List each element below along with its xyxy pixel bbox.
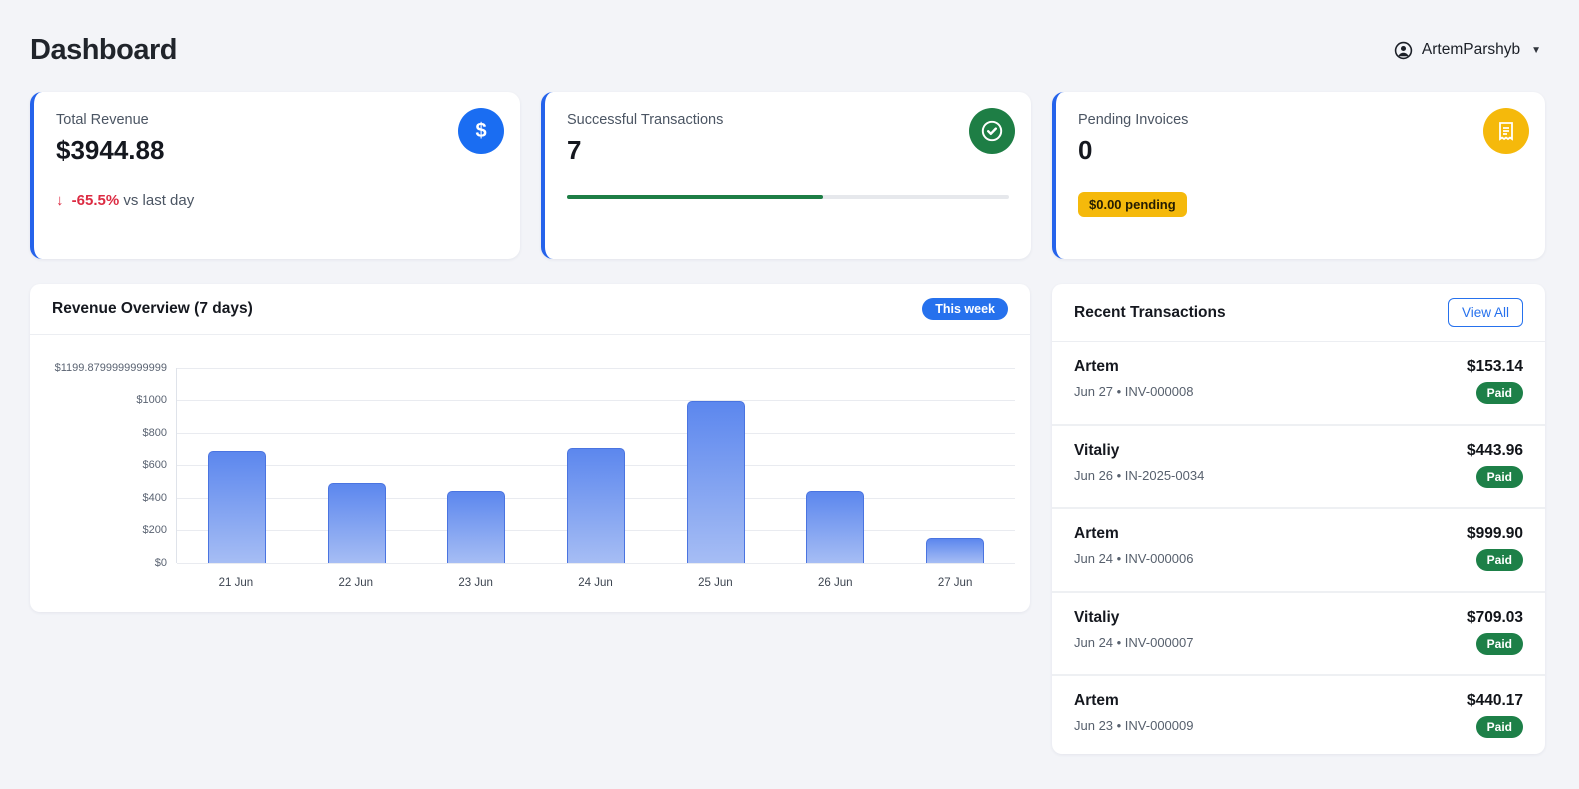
transaction-meta: Jun 27 • INV-000008 [1074, 384, 1194, 399]
total-revenue-card: Total Revenue $3944.88 ↓ -65.5% vs last … [30, 92, 520, 259]
successful-transactions-card: Successful Transactions 7 [541, 92, 1031, 259]
page-title: Dashboard [30, 33, 177, 66]
transaction-row[interactable]: Vitaliy Jun 24 • INV-000007 $709.03 Paid [1052, 593, 1545, 676]
y-axis-tick-label: $800 [142, 426, 167, 439]
chart-plot [176, 368, 1015, 564]
transaction-row[interactable]: Artem Jun 23 • INV-000009 $440.17 Paid [1052, 676, 1545, 760]
stats-row: Total Revenue $3944.88 ↓ -65.5% vs last … [30, 92, 1545, 259]
transactions-panel-header: Recent Transactions View All [1052, 284, 1545, 342]
transaction-name: Vitaliy [1074, 441, 1120, 459]
y-axis-tick-label: $1199.8799999999999 [54, 362, 167, 374]
transaction-row[interactable]: Vitaliy Jun 26 • IN-2025-0034 $443.96 Pa… [1052, 426, 1545, 509]
bar-slot [416, 368, 536, 563]
main-row: Revenue Overview (7 days) This week $0 $2… [30, 284, 1545, 754]
transaction-amount: $440.17 [1466, 692, 1523, 709]
pending-invoices-card: Pending Invoices 0 $0.00 pending [1052, 92, 1545, 259]
bar-slot [656, 368, 776, 563]
y-axis-tick-label: $0 [154, 557, 167, 569]
bar-slot [895, 368, 1015, 563]
bar-21-jun [207, 450, 266, 563]
bar-23-jun [447, 491, 506, 563]
status-badge: Paid [1475, 632, 1523, 655]
bar-slot [297, 368, 417, 563]
dashboard-page: Dashboard ArtemParshyb ▼ Total Revenue $… [30, 28, 1545, 754]
stat-label: Total Revenue [56, 112, 149, 128]
down-arrow-icon: ↓ [56, 192, 64, 209]
y-axis-tick-label: $400 [142, 491, 167, 504]
bar-26-jun [806, 490, 865, 563]
transaction-name: Artem [1074, 358, 1119, 375]
transaction-amount: $999.90 [1466, 525, 1523, 542]
transactions-title: Recent Transactions [1074, 303, 1226, 321]
change-percent: -65.5% [71, 192, 120, 209]
transaction-meta: Jun 23 • INV-000009 [1074, 718, 1194, 733]
transaction-amount: $443.96 [1466, 441, 1523, 459]
y-axis-tick-label: $200 [142, 524, 167, 537]
transaction-name: Artem [1074, 692, 1119, 709]
gridline [177, 368, 1015, 369]
x-axis-tick-label: 25 Jun [698, 577, 733, 589]
dollar-icon: $ [458, 108, 504, 154]
transaction-meta: Jun 24 • INV-000007 [1074, 634, 1194, 650]
status-badge: Paid [1475, 549, 1523, 571]
pending-count-value: 0 [1078, 135, 1093, 165]
total-revenue-value: $3944.88 [56, 135, 165, 165]
x-axis-tick-label: 26 Jun [817, 577, 853, 589]
user-avatar-icon [1394, 41, 1413, 60]
user-menu[interactable]: ArtemParshyb ▼ [1390, 35, 1545, 66]
recent-transactions-panel: Recent Transactions View All Artem Jun 2… [1052, 284, 1545, 754]
user-name: ArtemParshyb [1421, 41, 1521, 58]
status-badge: Paid [1475, 716, 1523, 738]
transaction-meta: Jun 24 • INV-000006 [1074, 551, 1194, 566]
bar-22-jun [327, 483, 386, 563]
progress-fill [567, 195, 824, 199]
bar-25-jun [686, 400, 745, 563]
chart-panel-header: Revenue Overview (7 days) This week [30, 284, 1030, 335]
x-axis-tick-label: 27 Jun [937, 577, 973, 589]
transaction-amount: $153.14 [1466, 358, 1523, 375]
status-badge: Paid [1475, 382, 1523, 404]
transaction-amount: $709.03 [1466, 608, 1523, 626]
stat-label: Successful Transactions [567, 112, 724, 128]
chevron-down-icon: ▼ [1531, 44, 1541, 56]
transactions-progress-bar [567, 195, 1009, 199]
x-axis-tick-label: 23 Jun [458, 577, 493, 589]
bar-chart: $0 $200 $400 $600 $800 $1000 $1199.87999999999… [30, 335, 1030, 589]
revenue-change: ↓ -65.5% vs last day [56, 192, 498, 209]
gridline [177, 432, 1015, 434]
revenue-overview-panel: Revenue Overview (7 days) This week $0 $2… [30, 284, 1030, 612]
transaction-meta: Jun 26 • IN-2025-0034 [1074, 467, 1205, 483]
pending-amount-badge: $0.00 pending [1078, 192, 1187, 217]
view-all-button[interactable]: View All [1447, 298, 1523, 327]
stat-label: Pending Invoices [1078, 112, 1189, 128]
transaction-row[interactable]: Artem Jun 27 • INV-000008 $153.14 Paid [1052, 342, 1545, 426]
x-axis-tick-label: 22 Jun [338, 577, 374, 589]
check-circle-icon [969, 108, 1015, 154]
x-axis: 21 Jun 22 Jun 23 Jun 24 Jun 25 Jun 26 Jun 27 J… [176, 577, 1015, 589]
bar-27-jun [926, 538, 985, 563]
bar-slot [776, 368, 896, 563]
x-axis-tick-label: 24 Jun [578, 577, 613, 589]
transactions-count-value: 7 [567, 135, 582, 165]
x-axis-tick-label: 21 Jun [218, 577, 254, 589]
bar-24-jun [567, 447, 626, 563]
bar-slot [177, 368, 297, 563]
gridline [177, 563, 1015, 564]
gridline [177, 400, 1015, 402]
status-badge: Paid [1475, 465, 1523, 488]
transaction-name: Artem [1074, 525, 1119, 542]
invoice-icon [1483, 108, 1529, 154]
chart-title: Revenue Overview (7 days) [52, 300, 253, 317]
bar-slot [536, 368, 656, 563]
transaction-row[interactable]: Artem Jun 24 • INV-000006 $999.90 Paid [1052, 509, 1545, 593]
y-axis-tick-label: $1000 [136, 394, 167, 407]
y-axis: $0 $200 $400 $600 $800 $1000 $1199.87999999999… [30, 362, 176, 569]
top-bar: Dashboard ArtemParshyb ▼ [30, 28, 1545, 72]
change-suffix: vs last day [123, 192, 195, 209]
this-week-badge[interactable]: This week [922, 298, 1008, 320]
y-axis-tick-label: $600 [142, 459, 167, 472]
transaction-name: Vitaliy [1074, 608, 1120, 626]
